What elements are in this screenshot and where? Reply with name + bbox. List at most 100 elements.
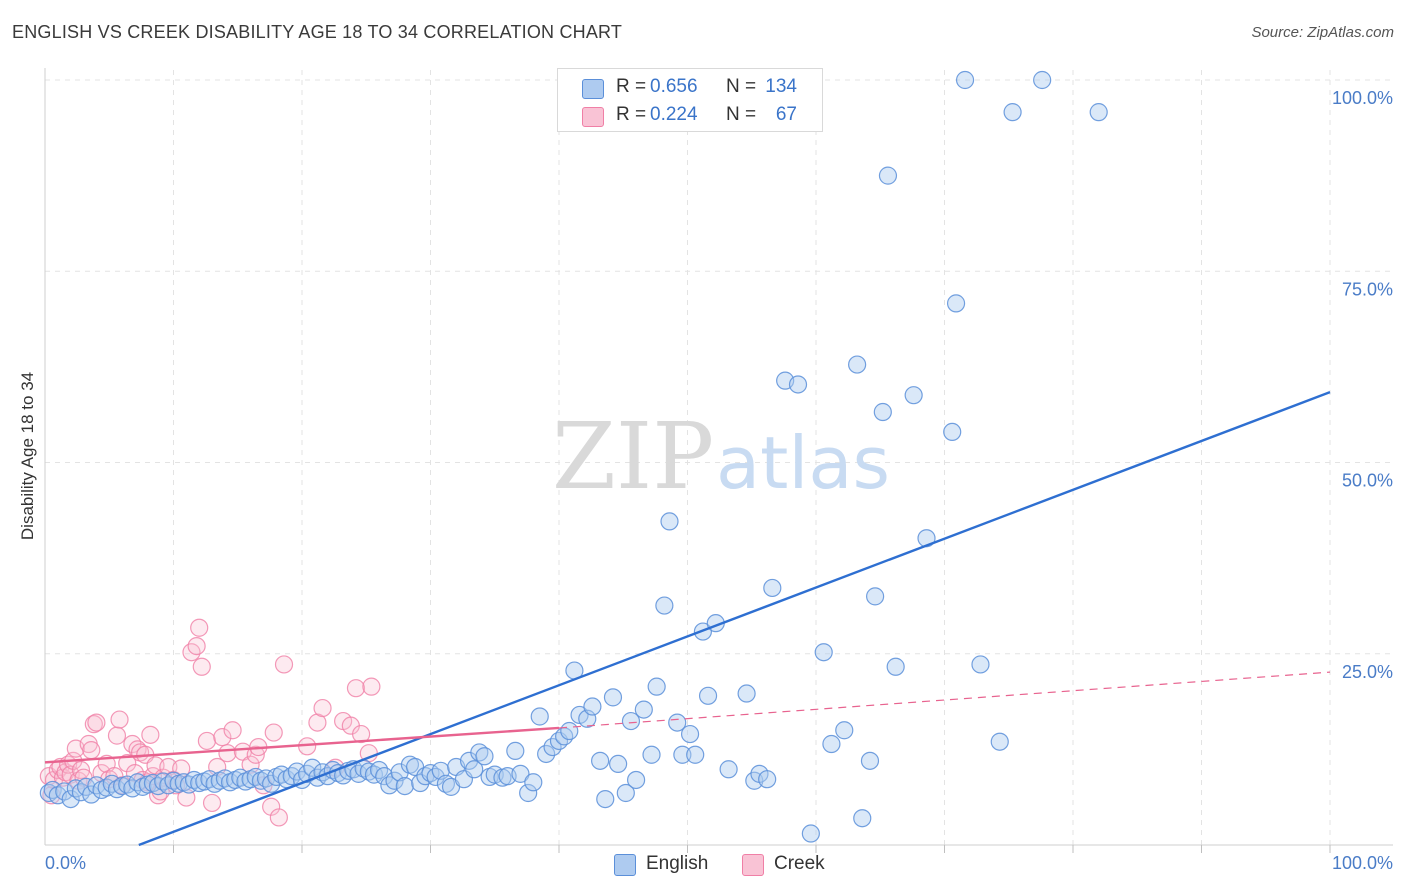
english-point <box>537 744 556 764</box>
x-tick-label: 100.0% <box>1332 853 1393 873</box>
english-point <box>866 587 885 606</box>
creek-point <box>118 754 137 773</box>
creek-point <box>192 657 211 676</box>
english-point <box>660 512 679 531</box>
legend-r-value-creek: 0.224 <box>650 104 698 125</box>
english-point <box>583 697 602 716</box>
gridlines <box>45 70 1393 845</box>
trendlines <box>44 390 1331 847</box>
series-legend-label-english: English <box>646 853 709 874</box>
chart-title: ENGLISH VS CREEK DISABILITY AGE 18 TO 34… <box>12 22 623 42</box>
english-point <box>990 732 1009 751</box>
axes <box>44 68 1393 846</box>
english-point <box>788 375 808 394</box>
english-point <box>560 721 579 741</box>
english-point <box>943 422 962 441</box>
english-point <box>395 776 414 796</box>
english-point <box>524 773 543 792</box>
english-point <box>955 70 975 90</box>
creek-point <box>213 728 232 747</box>
creek-point <box>362 677 381 696</box>
english-point <box>596 789 615 809</box>
legend-r-label: R = <box>616 104 647 125</box>
english-point <box>686 745 705 764</box>
creek-point <box>313 698 332 718</box>
creek-point <box>264 723 283 742</box>
english-point <box>822 734 841 754</box>
creek-point <box>346 679 366 698</box>
english-point <box>853 809 872 828</box>
english-point <box>946 294 966 313</box>
legend-swatch-english <box>582 79 604 99</box>
english-point <box>647 677 666 696</box>
english-point <box>626 770 646 790</box>
x-tick-label: 0.0% <box>45 853 86 873</box>
english-point <box>609 754 628 774</box>
english-trendline <box>138 390 1331 847</box>
creek-point <box>107 726 127 745</box>
english-point <box>758 770 777 789</box>
english-point <box>904 386 923 405</box>
english-point <box>971 655 990 674</box>
english-point <box>43 780 62 800</box>
creek-point <box>223 721 242 740</box>
english-point <box>475 747 494 766</box>
y-tick-label: 50.0% <box>1342 471 1393 491</box>
axis-ticks: 25.0% 50.0% 75.0% 100.0% 0.0% 100.0% <box>45 88 1393 873</box>
english-point <box>511 764 530 783</box>
english-point <box>1003 103 1022 122</box>
english-point <box>107 780 127 799</box>
y-tick-label: 75.0% <box>1342 279 1393 299</box>
legend-swatch-creek <box>582 107 604 127</box>
legend-n-label: N = <box>726 104 757 125</box>
series-legend: English Creek <box>0 852 1406 878</box>
legend-swatch-creek <box>742 854 764 876</box>
english-point <box>814 643 833 662</box>
creek-point <box>110 710 129 729</box>
creek-point <box>82 741 101 760</box>
creek-point <box>87 713 106 732</box>
english-point <box>886 657 905 676</box>
watermark: ZIP atlas <box>552 403 890 510</box>
creek-point <box>274 655 294 674</box>
english-point <box>698 686 718 705</box>
english-point <box>530 707 549 726</box>
english-point <box>1089 103 1108 122</box>
creek-point <box>197 731 217 751</box>
english-point <box>519 783 538 803</box>
legend-row-creek: R = 0.224 N = 67 <box>558 101 822 129</box>
creek-point <box>187 636 206 656</box>
english-point <box>860 751 880 770</box>
english-point <box>375 767 394 786</box>
english-point <box>680 724 700 744</box>
english-point <box>878 166 898 185</box>
legend-row-english: R = 0.656 N = 134 <box>558 73 822 101</box>
english-point <box>763 578 782 598</box>
creek-point <box>202 793 222 813</box>
y-axis-label: Disability Age 18 to 34 <box>18 372 37 540</box>
english-point <box>603 688 623 707</box>
legend-r-value-english: 0.656 <box>650 76 698 97</box>
english-point <box>873 402 892 422</box>
creek-point <box>190 618 209 637</box>
legend-r-label: R = <box>616 76 647 97</box>
correlation-legend: R = 0.656 N = 134 R = 0.224 N = 67 <box>557 68 823 132</box>
y-tick-label: 100.0% <box>1332 88 1393 108</box>
legend-n-value-english: 134 <box>765 76 797 97</box>
creek-point <box>218 744 237 763</box>
english-point <box>621 711 641 731</box>
english-point <box>82 785 101 804</box>
english-point <box>642 745 661 764</box>
watermark-zip: ZIP <box>552 403 714 510</box>
english-point <box>848 355 867 374</box>
source-label: Source: ZipAtlas.com <box>1251 24 1394 41</box>
english-point <box>668 713 687 732</box>
legend-swatch-english <box>614 854 636 876</box>
english-point <box>506 741 525 761</box>
english-point <box>405 757 425 777</box>
english-point <box>1033 70 1052 90</box>
english-point <box>465 760 484 779</box>
creek-point <box>352 724 371 744</box>
english-point <box>719 760 738 779</box>
